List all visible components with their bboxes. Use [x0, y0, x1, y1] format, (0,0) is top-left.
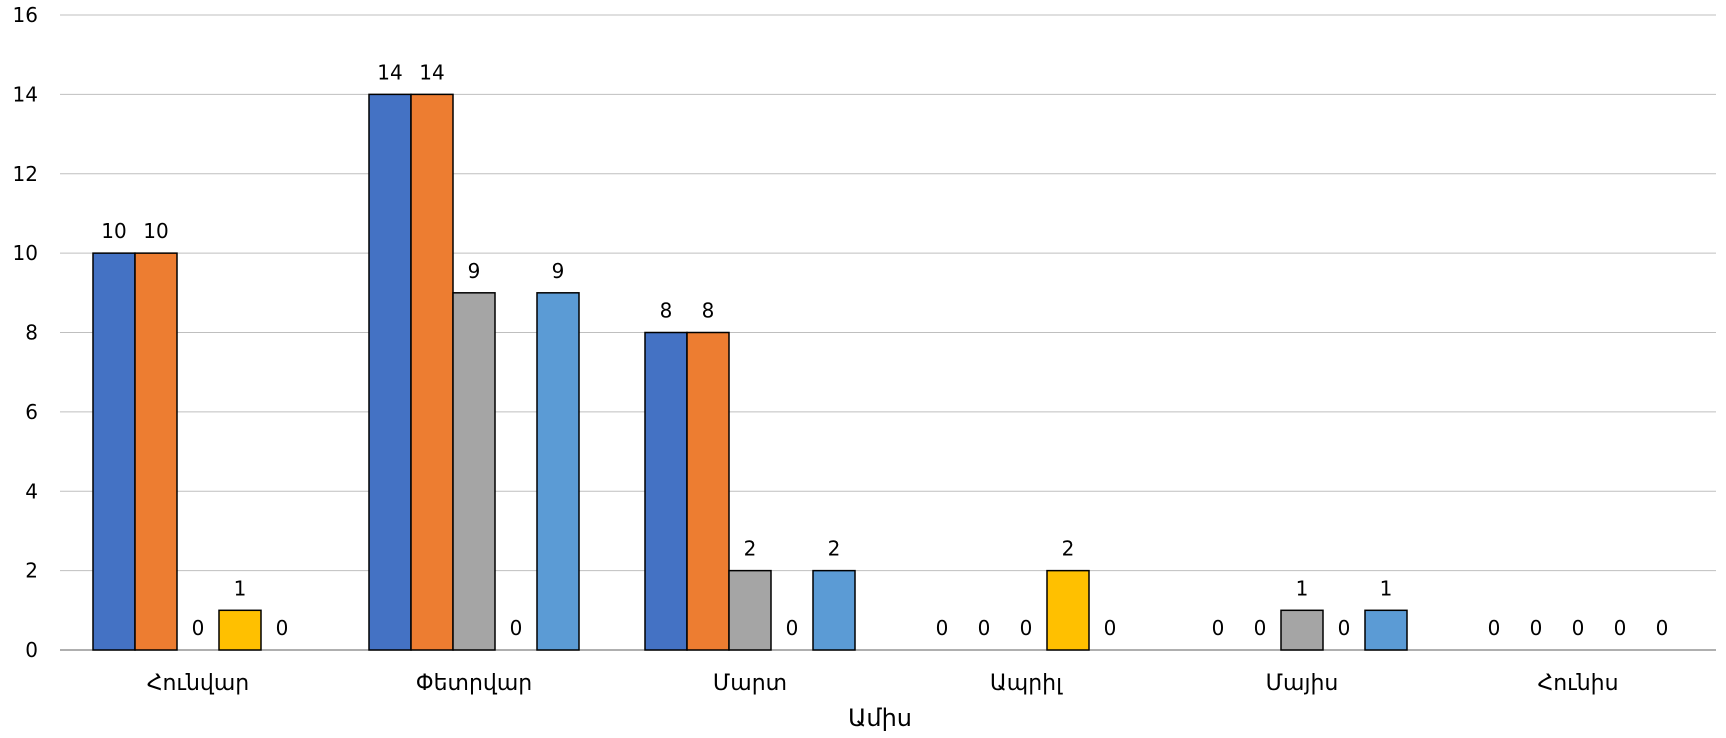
data-label: 0	[1530, 616, 1543, 640]
y-tick-label: 12	[13, 162, 38, 186]
y-tick-label: 0	[25, 638, 38, 662]
data-label: 0	[1488, 616, 1501, 640]
x-tick-label: Փետրվար	[416, 671, 532, 696]
bars	[92, 93, 1408, 651]
data-label: 9	[552, 259, 565, 283]
bar	[1046, 569, 1090, 651]
data-label: 14	[419, 60, 444, 84]
data-label: 0	[1212, 616, 1225, 640]
data-label: 1	[1380, 576, 1393, 600]
data-label: 2	[1062, 537, 1075, 561]
data-label: 0	[276, 616, 289, 640]
data-label: 1	[234, 576, 247, 600]
data-label: 9	[468, 259, 481, 283]
bar	[368, 93, 412, 651]
bar	[728, 569, 772, 651]
y-tick-label: 4	[25, 479, 38, 503]
bar	[644, 331, 688, 651]
bar	[218, 609, 262, 651]
bar	[1364, 609, 1408, 651]
y-tick-label: 2	[25, 559, 38, 583]
data-label: 0	[192, 616, 205, 640]
data-label: 14	[377, 60, 402, 84]
x-tick-label: Ապրիլ	[990, 671, 1063, 696]
data-label: 0	[1104, 616, 1117, 640]
bar	[134, 252, 178, 651]
x-tick-label: Մարտ	[713, 671, 787, 696]
y-tick-label: 16	[13, 3, 38, 27]
data-label: 1	[1296, 576, 1309, 600]
data-label: 8	[660, 299, 673, 323]
bar	[536, 292, 580, 651]
bar	[686, 331, 730, 651]
data-label: 10	[101, 219, 126, 243]
bar	[92, 252, 136, 651]
data-label: 2	[828, 537, 841, 561]
x-axis-title: Ամիս	[848, 704, 912, 732]
bar	[452, 292, 496, 651]
bar	[410, 93, 454, 651]
y-axis-ticks: 0 2 4 6 8 10 12 14 16	[13, 3, 38, 662]
x-tick-label: Մայիս	[1266, 671, 1339, 696]
data-label: 0	[1254, 616, 1267, 640]
data-label: 0	[1656, 616, 1669, 640]
bar	[1280, 609, 1324, 651]
y-tick-label: 8	[25, 321, 38, 345]
y-tick-label: 14	[13, 82, 38, 106]
x-axis-categories: Հունվար Փետրվար Մարտ Ապրիլ Մայիս Հունիս	[147, 671, 1619, 696]
data-label: 0	[786, 616, 799, 640]
data-label: 0	[978, 616, 991, 640]
data-label: 2	[744, 537, 757, 561]
x-tick-label: Հունվար	[147, 671, 250, 696]
bar	[812, 569, 856, 651]
y-tick-label: 10	[13, 241, 38, 265]
data-label: 0	[510, 616, 523, 640]
gridlines	[60, 14, 1716, 651]
data-label: 8	[702, 299, 715, 323]
x-tick-label: Հունիս	[1537, 671, 1618, 696]
y-tick-label: 6	[25, 400, 38, 424]
data-label: 0	[936, 616, 949, 640]
data-label: 0	[1614, 616, 1627, 640]
data-label: 0	[1572, 616, 1585, 640]
data-label: 0	[1020, 616, 1033, 640]
data-label: 0	[1338, 616, 1351, 640]
data-label: 10	[143, 219, 168, 243]
